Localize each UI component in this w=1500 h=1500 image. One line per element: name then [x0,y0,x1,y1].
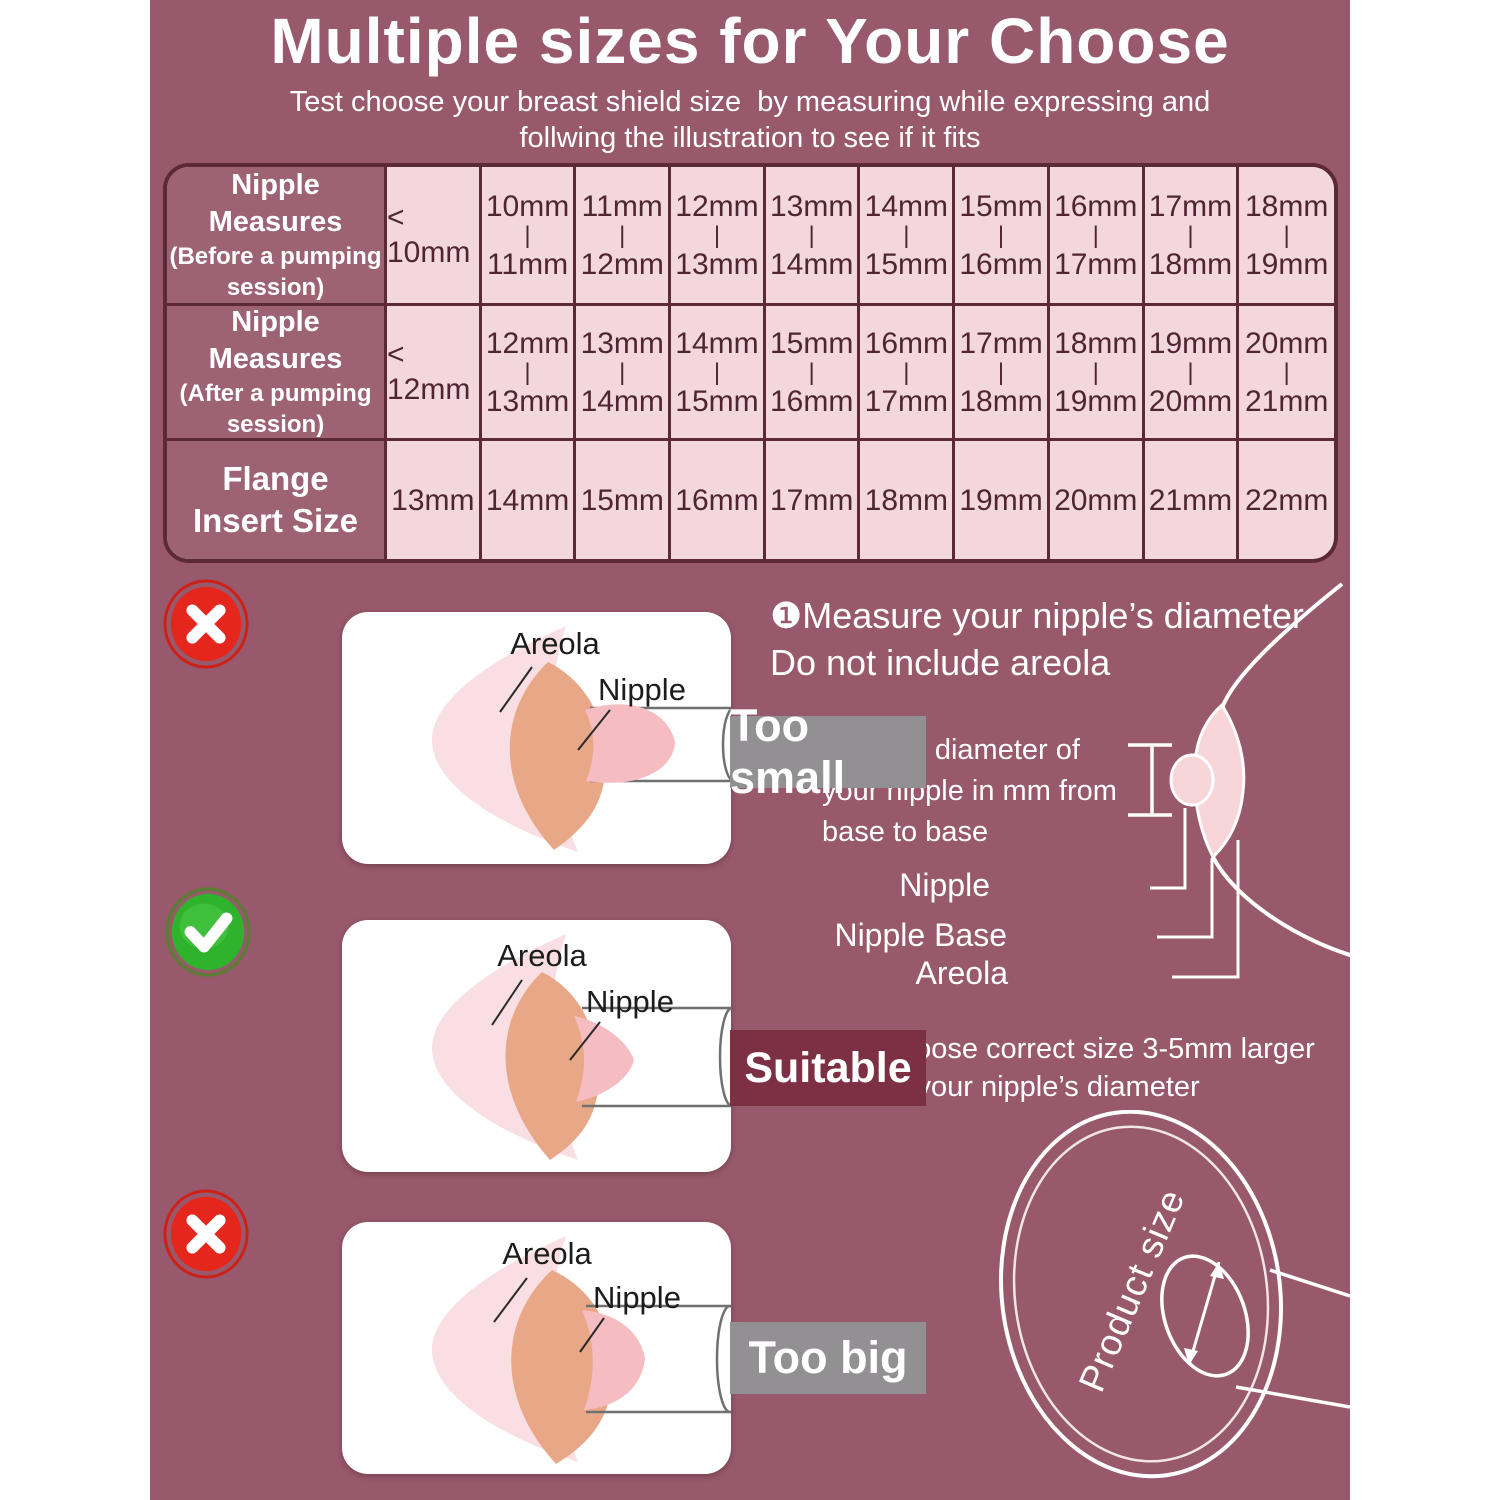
check-icon [165,886,251,978]
row-label-sub: session) [226,411,325,438]
table-cell: 20mm [1049,441,1145,559]
table-cell: 16mm | 17mm [1049,167,1145,306]
fit-card-suitable: Areola Nipple [342,920,731,1172]
table-cell: 12mm | 13mm [671,167,766,306]
table-cell: < 12mm [387,306,482,441]
table-cell: 15mm | 16mm [955,167,1050,306]
table-cell: 14mm [481,441,577,559]
table-cell: 19mm [955,441,1050,559]
product-size-label: Product size [1071,1183,1193,1397]
table-cell: 18mm | 19mm [1049,306,1145,441]
row-label-sub: (Before a pumping [169,243,382,270]
card-nipple-label: Nipple [593,1280,681,1315]
x-icon [163,578,249,670]
measure-bracket-icon [1128,743,1172,817]
x-icon [163,1188,249,1280]
measure-step-1: ❶Measure your nipple’s diameter Do not i… [770,592,1304,686]
content-panel: Multiple sizes for Your Choose Test choo… [150,0,1350,1500]
row-label-main: Nipple Measures [208,169,343,238]
row-label-main: Flange [222,460,329,497]
label-nipple-base: Nipple Base [834,917,1007,953]
areola-shape [1193,702,1246,860]
size-table: Nipple Measures (Before a pumping session)… [163,163,1338,563]
fit-card-too-small-illustration: Areola Nipple [432,626,731,852]
fit-card-suitable-illustration: Areola Nipple [432,934,731,1160]
table-cell: 21mm [1144,441,1240,559]
table-cell: 14mm | 15mm [860,167,956,306]
fit-card-too-big: Areola Nipple [342,1222,731,1474]
table-cell: 20mm | 21mm [1239,306,1334,441]
areola-pointer-line [1172,840,1240,979]
label-nipple: Nipple [899,867,990,903]
row-label: Nipple Measures (Before a pumping session) [167,167,387,306]
table-cell: 15mm [576,441,672,559]
label-areola: Areola [915,955,1009,991]
subtitle-line-1: Test choose your breast shield size by m… [289,86,1211,118]
table-cell: 14mm | 15mm [671,306,766,441]
flange-inner-rim [1012,1125,1270,1463]
fit-card-too-small: Areola Nipple [342,612,731,864]
table-cell: 11mm | 12mm [576,167,672,306]
table-cell: 15mm | 16mm [765,306,861,441]
subtitle-line-2: follwing the illustration to see if it f… [519,122,981,154]
fit-label-too-small: Too small [730,700,926,803]
diameter-arrow-icon [1184,1261,1224,1366]
flange-tunnel-opening [1160,1254,1250,1378]
row-label: Flange Insert Size [167,441,387,559]
breast-diagram [990,580,1350,1020]
card-nipple-label: Nipple [586,984,674,1019]
table-cell: 10mm | 11mm [481,167,577,306]
table-cell: 17mm | 18mm [1144,167,1240,306]
breast-diagram-svg [1128,582,1350,979]
row-label-sub: Insert Size [192,502,359,539]
card-areola-label: Areola [502,1236,592,1271]
table-cell: 17mm [765,441,861,559]
table-cell: 19mm | 20mm [1144,306,1240,441]
table-cell: 16mm [671,441,766,559]
step2-line-1: ❷Choose correct size 3-5mm larger [852,1033,1315,1065]
row-label-sub: (After a pumping [179,380,372,407]
table-cell: 13mm | 14mm [765,167,861,306]
fit-label-suitable: Suitable [730,1030,926,1106]
flange-outer-rim [999,1110,1283,1479]
table-cell: 13mm | 14mm [576,306,672,441]
row-label-main: Nipple Measures [208,306,343,375]
fit-card-too-big-illustration: Areola Nipple [432,1236,731,1464]
breast-outline-lower [1211,856,1350,958]
table-cell: 16mm | 17mm [860,306,956,441]
step1-line-1: ❶Measure your nipple’s diameter [770,595,1304,636]
find-line-3: base to base [822,816,989,848]
fit-label-too-big: Too big [730,1322,926,1394]
table-cell: 22mm [1239,441,1334,559]
table-cell: 17mm | 18mm [955,306,1050,441]
card-areola-label: Areola [497,938,587,973]
row-label: Nipple Measures (After a pumping session) [167,306,387,441]
page-title: Multiple sizes for Your Choose [270,5,1230,77]
product-size-svg: Product size [999,1110,1350,1479]
nipple-pointer-line [1150,808,1187,890]
card-nipple-label: Nipple [598,672,686,707]
card-areola-label: Areola [510,626,600,661]
row-label-sub: session) [226,274,325,301]
step1-line-2: Do not include areola [770,642,1111,683]
product-size-diagram: Product size [960,1110,1350,1500]
nipple-base-pointer-line [1157,858,1214,939]
table-cell: 18mm [860,441,956,559]
nipple-shape [1169,753,1215,807]
table-cell: < 10mm [387,167,482,306]
breast-outline-upper [1220,582,1344,709]
table-cell: 13mm [387,441,482,559]
table-cell: 18mm | 19mm [1239,167,1334,306]
funnel-line-lower [1235,1385,1350,1409]
funnel-line-upper [1269,1268,1350,1298]
table-cell: 12mm | 13mm [481,306,577,441]
